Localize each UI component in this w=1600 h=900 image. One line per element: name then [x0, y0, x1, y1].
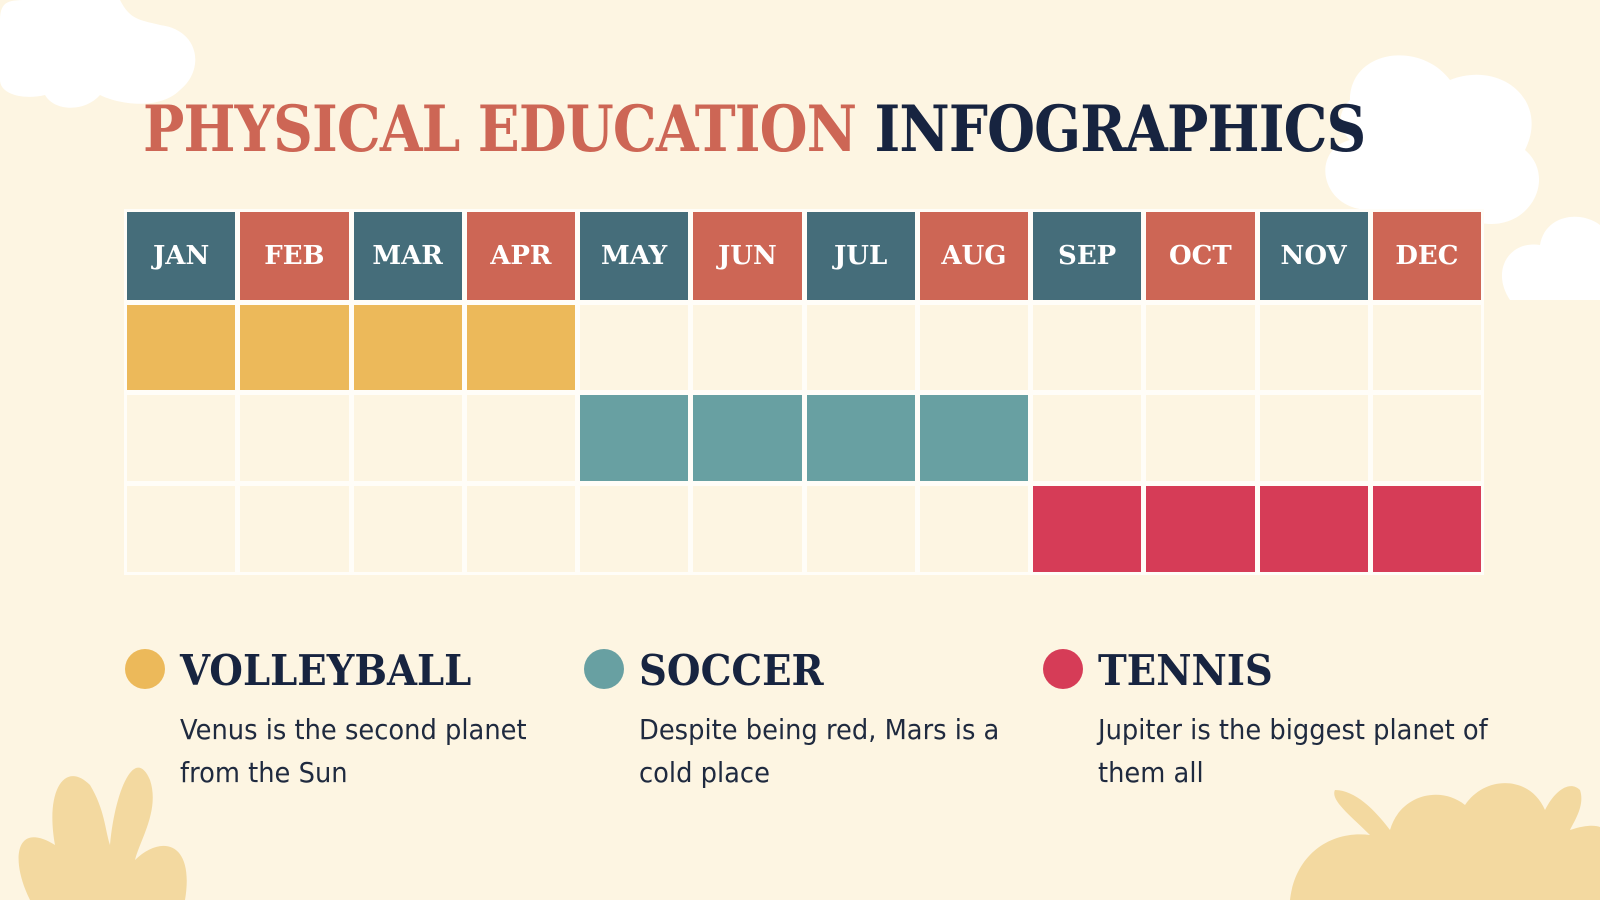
schedule-cell-empty: [466, 395, 575, 481]
schedule-cell-empty: [127, 395, 236, 481]
month-header-oct: OCT: [1146, 212, 1255, 300]
month-header-jan: JAN: [127, 212, 236, 300]
schedule-cell-tennis-sep: [1033, 486, 1142, 572]
schedule-cell-tennis-oct: [1146, 486, 1255, 572]
month-header-may: MAY: [580, 212, 689, 300]
schedule-grid: JAN FEB MAR APR MAY JUN JUL AUG SEP OCT NOV DEC: [124, 209, 1484, 575]
month-header-sep: SEP: [1033, 212, 1142, 300]
schedule-cell-empty: [919, 305, 1028, 390]
schedule-cell-soccer-aug: [919, 395, 1028, 481]
schedule-cell-soccer-jul: [806, 395, 915, 481]
month-header-aug: AUG: [919, 212, 1028, 300]
legend-description: Jupiter is the biggest planet of them al…: [1098, 713, 1488, 789]
title-main: INFOGRAPHICS: [874, 92, 1367, 167]
month-header-nov: NOV: [1259, 212, 1368, 300]
schedule-cell-empty: [240, 486, 349, 572]
schedule-cell-empty: [1372, 305, 1481, 390]
month-header-jul: JUL: [806, 212, 915, 300]
schedule-cell-volleyball-apr: [466, 305, 575, 390]
schedule-cell-volleyball-feb: [240, 305, 349, 390]
month-header-dec: DEC: [1372, 212, 1481, 300]
legend-title: SOCCER: [639, 646, 824, 695]
legend-dot: [125, 649, 165, 689]
schedule-cell-empty: [1033, 305, 1142, 390]
schedule-cell-empty: [919, 486, 1028, 572]
schedule-cell-empty: [1033, 395, 1142, 481]
legend-description: Despite being red, Mars is a cold place: [639, 713, 1000, 789]
schedule-cell-empty: [466, 486, 575, 572]
schedule-cell-tennis-nov: [1259, 486, 1368, 572]
schedule-cell-empty: [1146, 305, 1255, 390]
schedule-cell-empty: [127, 486, 236, 572]
legend-description: Venus is the second planet from the Sun: [180, 713, 527, 789]
legend-title: TENNIS: [1098, 646, 1273, 695]
month-header-apr: APR: [466, 212, 575, 300]
plant-decoration: [18, 767, 187, 900]
schedule-cell-empty: [353, 395, 462, 481]
schedule-cell-empty: [1146, 395, 1255, 481]
legend-title: VOLLEYBALL: [180, 646, 472, 695]
schedule-cell-empty: [580, 305, 689, 390]
schedule-cell-empty: [1259, 395, 1368, 481]
month-header-feb: FEB: [240, 212, 349, 300]
month-header-mar: MAR: [353, 212, 462, 300]
schedule-cell-volleyball-jan: [127, 305, 236, 390]
legend-dot: [1043, 649, 1083, 689]
month-header-jun: JUN: [693, 212, 802, 300]
cloud-decoration: [0, 0, 196, 108]
page-title: PHYSICAL EDUCATION INFOGRAPHICS: [143, 92, 1367, 167]
title-accent: PHYSICAL EDUCATION: [143, 92, 857, 167]
schedule-cell-empty: [1259, 305, 1368, 390]
schedule-cell-empty: [1372, 395, 1481, 481]
schedule-cell-empty: [580, 486, 689, 572]
schedule-cell-soccer-may: [580, 395, 689, 481]
schedule-cell-empty: [693, 305, 802, 390]
schedule-cell-empty: [240, 395, 349, 481]
schedule-cell-tennis-dec: [1372, 486, 1481, 572]
schedule-cell-empty: [806, 486, 915, 572]
schedule-cell-empty: [806, 305, 915, 390]
schedule-cell-soccer-jun: [693, 395, 802, 481]
schedule-cell-empty: [353, 486, 462, 572]
legend-dot: [584, 649, 624, 689]
schedule-cell-empty: [693, 486, 802, 572]
cloud-decoration: [1325, 55, 1600, 300]
schedule-cell-volleyball-mar: [353, 305, 462, 390]
plant-decoration: [1290, 783, 1600, 900]
